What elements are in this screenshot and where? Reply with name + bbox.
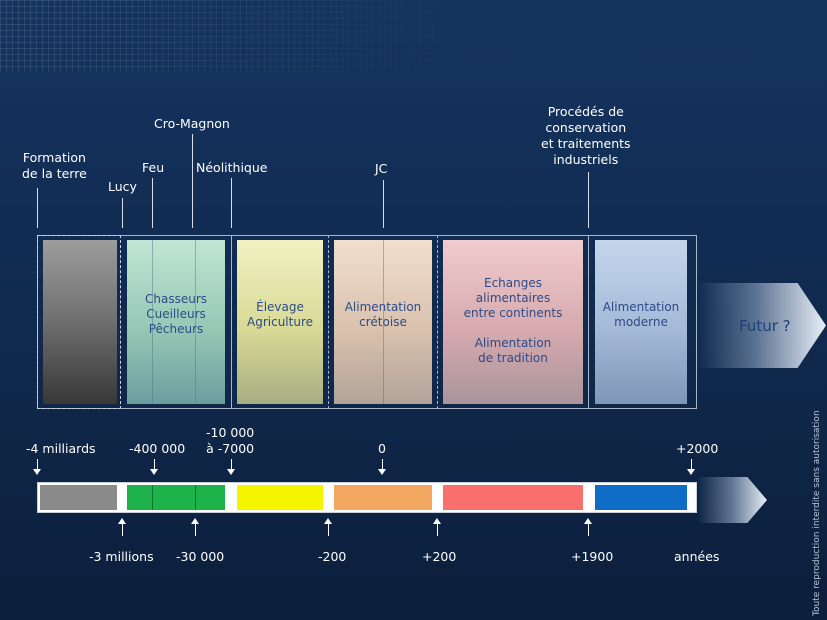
date-3-millions: -3 millions	[89, 549, 154, 564]
date-1900: +1900	[571, 549, 614, 564]
panel-divider	[383, 240, 384, 404]
tick-line	[437, 523, 438, 536]
arrow-down-icon	[227, 469, 235, 475]
arrow-up-icon	[584, 518, 592, 524]
tick-line	[37, 459, 38, 471]
label-procedes: Procédés de conservation et traitements ind…	[541, 104, 631, 167]
panel-moderne: Alimentation moderne	[595, 240, 687, 404]
arrow-down-icon	[378, 469, 386, 475]
label-feu: Feu	[142, 160, 165, 175]
period-separator	[588, 235, 589, 409]
segment-orange	[334, 485, 432, 510]
background-grid-decoration	[0, 0, 480, 72]
date-30000: -30 000	[176, 549, 225, 564]
tick-line	[691, 459, 692, 471]
event-line-jc	[383, 180, 384, 228]
segment-gray	[40, 485, 117, 510]
panel-echanges: Echanges alimentaires entre continents Ali…	[443, 240, 583, 404]
tick-line	[588, 523, 589, 536]
tick-line	[122, 523, 123, 536]
segment-green	[127, 485, 225, 510]
arrow-down-icon	[33, 469, 41, 475]
date-10000-7000: -10 000 à -7000	[206, 425, 255, 456]
panel-divider	[152, 240, 153, 404]
unit-annees: années	[674, 549, 720, 564]
futur-arrow	[697, 283, 826, 368]
copyright-notice: Toute reproduction interdite sans autori…	[812, 410, 822, 616]
date-0: 0	[378, 441, 386, 456]
label-neolithique: Néolithique	[196, 160, 268, 175]
tick-line	[154, 459, 155, 471]
date-plus-200: +200	[422, 549, 457, 564]
arrow-up-icon	[324, 518, 332, 524]
segment-divider	[152, 485, 153, 510]
label-formation-terre: Formation de la terre	[22, 150, 87, 181]
panel-cretoise: Alimentation crétoise	[334, 240, 432, 404]
futur-label: Futur ?	[739, 317, 791, 335]
date-4-milliards: -4 milliards	[26, 441, 96, 456]
panel-chasseurs: Chasseurs Cueilleurs Pêcheurs	[127, 240, 225, 404]
tick-line	[382, 459, 383, 471]
futur-bar-arrow	[697, 477, 767, 523]
segment-blue	[595, 485, 687, 510]
period-separator	[231, 235, 232, 409]
event-line-feu	[152, 178, 153, 228]
event-line-neolithique	[231, 178, 232, 228]
tick-line	[195, 523, 196, 536]
arrow-down-icon	[687, 469, 695, 475]
date-2000: +2000	[676, 441, 719, 456]
event-line-cro-magnon	[192, 134, 193, 228]
label-lucy: Lucy	[108, 179, 137, 194]
event-line-formation	[37, 188, 38, 228]
segment-red	[443, 485, 583, 510]
arrow-up-icon	[433, 518, 441, 524]
tick-line	[231, 459, 232, 471]
panel-formation	[43, 240, 117, 404]
label-jc: JC	[375, 161, 388, 176]
segment-divider	[195, 485, 196, 510]
arrow-up-icon	[191, 518, 199, 524]
date-minus-200: -200	[318, 549, 347, 564]
label-cro-magnon: Cro-Magnon	[154, 116, 230, 131]
segment-yellow	[237, 485, 323, 510]
date-400000: -400 000	[129, 441, 186, 456]
period-separator-dashed	[328, 235, 329, 409]
period-separator-dashed	[437, 235, 438, 409]
event-line-lucy	[122, 198, 123, 228]
event-line-procedes	[588, 172, 589, 228]
tick-line	[328, 523, 329, 536]
panel-elevage: Élevage Agriculture	[237, 240, 323, 404]
arrow-down-icon	[150, 469, 158, 475]
arrow-up-icon	[118, 518, 126, 524]
panel-divider	[195, 240, 196, 404]
period-frame-dashed	[37, 235, 121, 409]
